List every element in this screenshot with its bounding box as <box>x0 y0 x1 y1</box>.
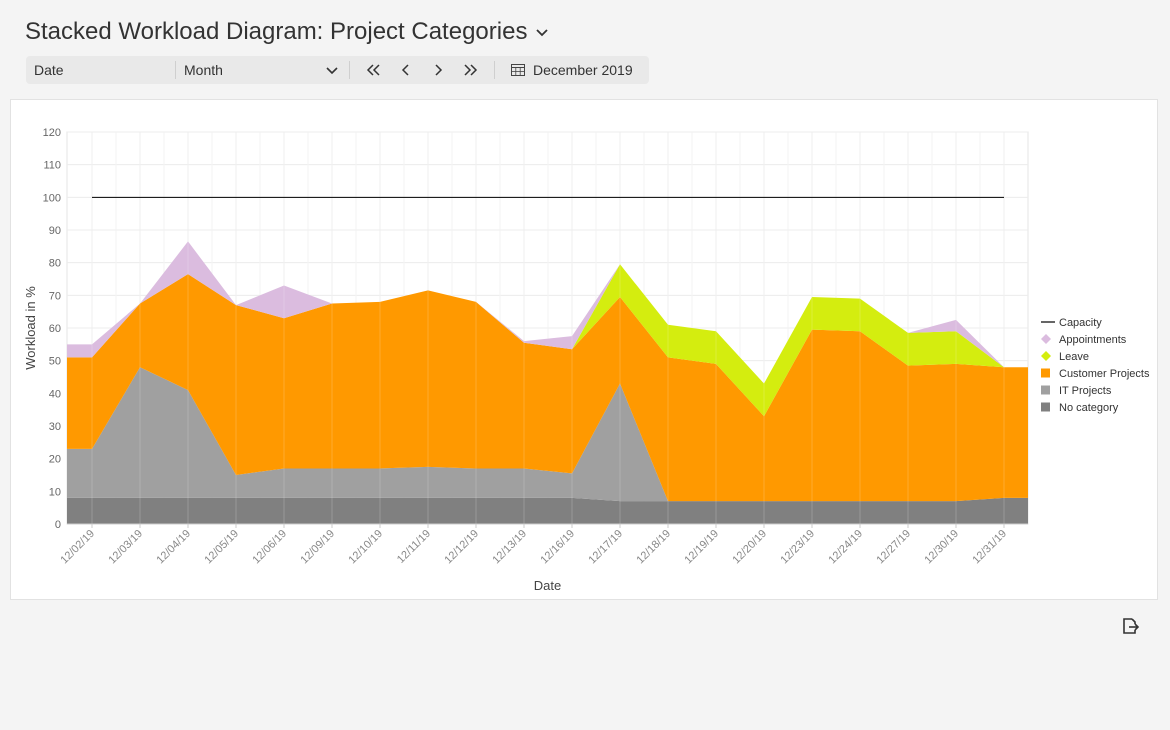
x-tick-label: 12/09/19 <box>298 528 337 567</box>
axis-field-select[interactable]: Date <box>26 56 175 84</box>
period-navigation <box>350 56 494 84</box>
legend-diamond-symbol <box>1041 351 1051 361</box>
page-title: Stacked Workload Diagram: Project Catego… <box>25 18 528 45</box>
x-tick-label: 12/23/19 <box>778 528 817 567</box>
toolbar-divider <box>175 61 176 79</box>
legend-label: No category <box>1059 402 1119 414</box>
x-tick-label: 12/24/19 <box>826 528 865 567</box>
legend-item-customer-projects: Customer Projects <box>1041 368 1150 380</box>
legend-label: Appointments <box>1059 334 1127 346</box>
x-tick-label: 12/04/19 <box>154 528 193 567</box>
y-tick-label: 110 <box>43 160 61 172</box>
next-period-button[interactable] <box>424 58 452 82</box>
y-tick-label: 30 <box>49 421 61 433</box>
legend-square-symbol <box>1041 368 1050 378</box>
legend-item-capacity: Capacity <box>1041 317 1102 329</box>
legend-square-symbol <box>1041 402 1050 412</box>
calendar-icon <box>511 64 525 76</box>
legend-item-no-category: No category <box>1041 402 1119 414</box>
x-tick-label: 12/05/19 <box>202 528 241 567</box>
x-tick-label: 12/27/19 <box>874 528 913 567</box>
y-tick-label: 0 <box>55 519 61 531</box>
period-picker[interactable]: December 2019 <box>495 56 649 84</box>
legend-square-symbol <box>1041 385 1050 395</box>
y-axis-label: Workload in % <box>23 286 38 370</box>
toolbar: Date Month <box>26 56 649 84</box>
chevron-down-icon <box>326 67 338 75</box>
granularity-select[interactable]: Month <box>176 56 349 84</box>
x-tick-label: 12/11/19 <box>395 528 433 566</box>
x-tick-label: 12/19/19 <box>682 528 721 567</box>
y-tick-label: 80 <box>49 258 61 270</box>
period-label: December 2019 <box>533 62 633 78</box>
double-chevron-left-icon <box>366 64 380 76</box>
legend-diamond-symbol <box>1041 334 1051 344</box>
x-tick-label: 12/17/19 <box>586 528 625 567</box>
area-no-category <box>67 497 1028 524</box>
granularity-label: Month <box>184 62 223 78</box>
y-tick-label: 50 <box>49 356 61 368</box>
x-tick-label: 12/06/19 <box>250 528 289 567</box>
area-customer-projects <box>67 274 1028 502</box>
first-period-button[interactable] <box>360 58 388 82</box>
legend-label: Leave <box>1059 351 1089 363</box>
legend: Capacity Appointments Leave Customer Projec… <box>1041 317 1150 414</box>
export-button[interactable] <box>1119 615 1141 637</box>
x-tick-label: 12/20/19 <box>730 528 769 567</box>
y-tick-label: 60 <box>49 323 61 335</box>
x-tick-label: 12/10/19 <box>346 528 385 567</box>
double-chevron-right-icon <box>464 64 478 76</box>
x-tick-label: 12/30/19 <box>922 528 961 567</box>
last-period-button[interactable] <box>456 58 484 82</box>
toolbar-divider <box>494 61 495 79</box>
x-tick-label: 12/18/19 <box>634 528 673 567</box>
x-tick-label: 12/16/19 <box>538 528 577 567</box>
legend-item-appointments: Appointments <box>1041 334 1127 346</box>
x-tick-label: 12/12/19 <box>442 528 481 567</box>
chevron-left-icon <box>401 64 409 76</box>
chevron-down-icon <box>536 29 549 37</box>
diagram-type-selector[interactable]: Stacked Workload Diagram: Project Catego… <box>25 18 549 46</box>
legend-item-leave: Leave <box>1041 351 1089 363</box>
x-axis-label: Date <box>534 578 561 593</box>
toolbar-divider <box>349 61 350 79</box>
chevron-right-icon <box>435 64 443 76</box>
legend-label: Capacity <box>1059 317 1102 329</box>
legend-label: Customer Projects <box>1059 368 1150 380</box>
y-tick-label: 90 <box>49 225 61 237</box>
axis-field-label: Date <box>34 62 64 78</box>
x-tick-label: 12/03/19 <box>106 528 145 567</box>
previous-period-button[interactable] <box>392 58 420 82</box>
y-tick-label: 100 <box>43 192 61 204</box>
y-tick-label: 120 <box>43 127 61 139</box>
chart-panel: 0 10 20 30 40 50 60 70 80 90 100 110 120 12/02/19 12/0… <box>10 99 1158 600</box>
area-it-projects <box>67 367 1028 502</box>
y-tick-label: 70 <box>49 290 61 302</box>
legend-item-it-projects: IT Projects <box>1041 385 1112 397</box>
export-icon <box>1123 618 1140 634</box>
legend-label: IT Projects <box>1059 385 1112 397</box>
x-tick-label: 12/02/19 <box>58 528 97 567</box>
x-tick-label: 12/31/19 <box>970 528 1009 567</box>
y-tick-label: 40 <box>49 388 61 400</box>
x-tick-label: 12/13/19 <box>490 528 529 567</box>
y-tick-label: 10 <box>49 486 61 498</box>
y-tick-label: 20 <box>49 454 61 466</box>
